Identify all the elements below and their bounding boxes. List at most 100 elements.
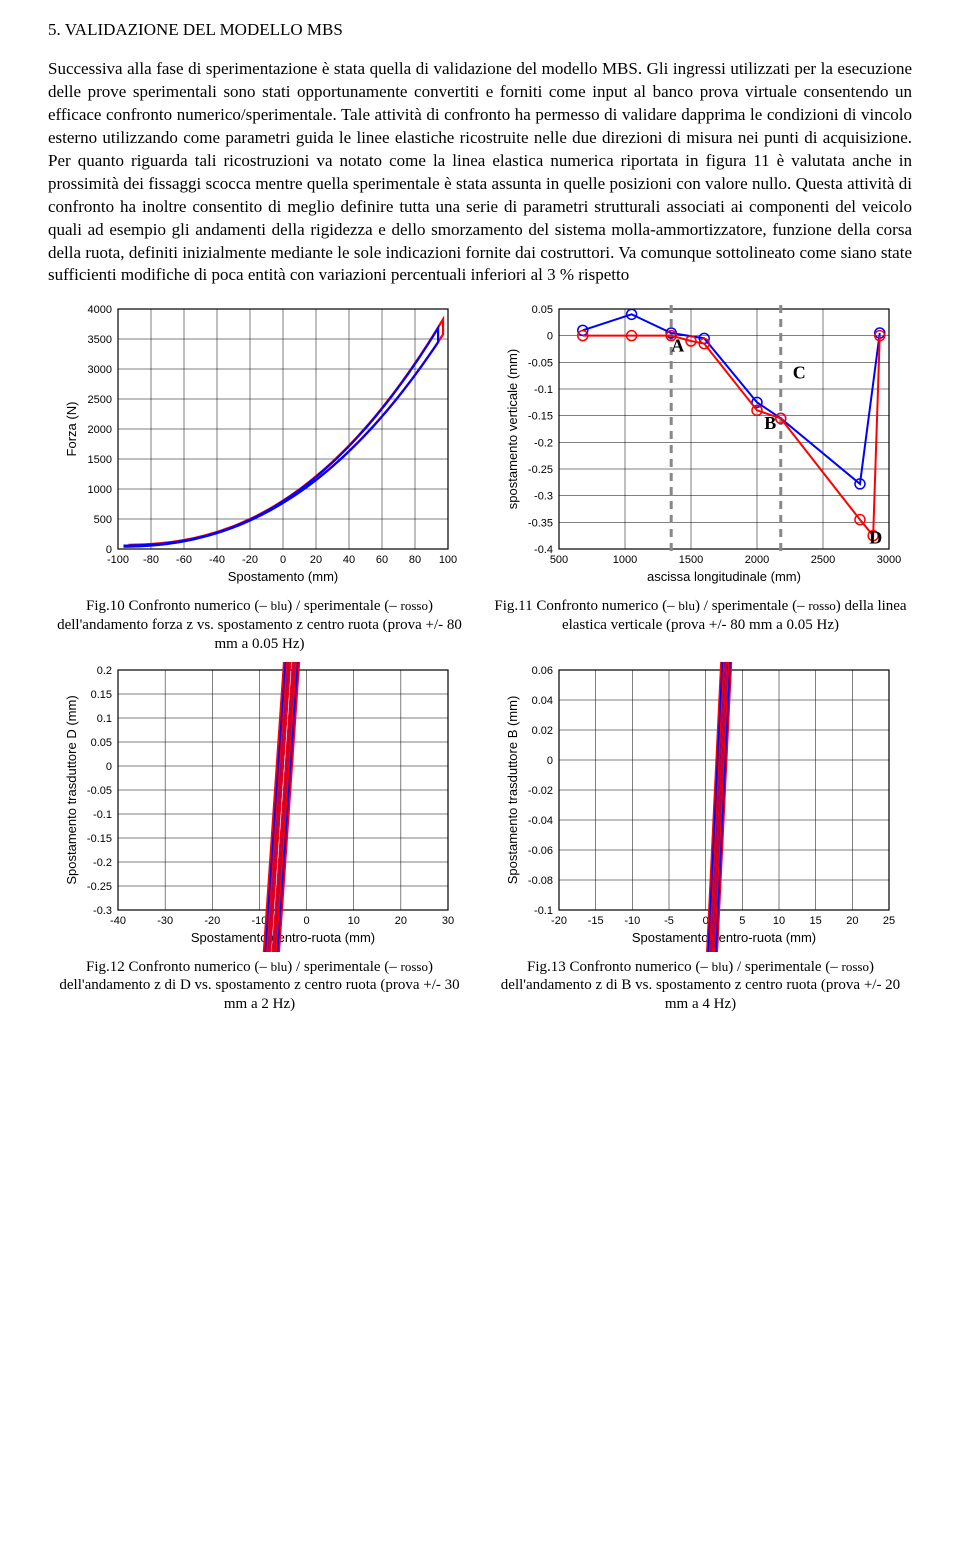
svg-text:-40: -40 [110,915,126,927]
svg-text:0: 0 [105,544,111,556]
svg-text:5: 5 [739,915,745,927]
svg-text:-0.15: -0.15 [86,833,111,845]
svg-text:Forza (N): Forza (N) [64,402,79,457]
svg-text:500: 500 [93,514,111,526]
svg-text:-0.25: -0.25 [527,464,552,476]
svg-text:-0.1: -0.1 [534,905,553,917]
svg-text:0.06: 0.06 [531,665,552,677]
svg-text:Spostamento trasduttore D (mm): Spostamento trasduttore D (mm) [64,695,79,884]
svg-text:0.15: 0.15 [90,689,111,701]
figure-13-container: -20 -15 -10 -5 0 5 10 15 20 25 -0.1 -0.08 -0.06 -0.04… [489,662,912,1014]
svg-text:30: 30 [441,915,453,927]
svg-text:Spostamento centro-ruota (mm): Spostamento centro-ruota (mm) [631,930,815,945]
svg-text:-0.3: -0.3 [534,491,553,503]
svg-text:1000: 1000 [87,484,111,496]
svg-text:spostamento verticale (mm): spostamento verticale (mm) [505,349,520,509]
svg-text:D: D [869,528,882,548]
svg-text:80: 80 [408,554,420,566]
svg-text:2000: 2000 [744,554,768,566]
figure-12-caption: Fig.12 Confronto numerico (– blu) / sper… [48,958,471,1014]
figure-13-caption: Fig.13 Confronto numerico (– blu) / sper… [489,958,912,1014]
svg-text:-20: -20 [242,554,258,566]
svg-text:-40: -40 [209,554,225,566]
svg-text:20: 20 [309,554,321,566]
svg-text:10: 10 [772,915,784,927]
svg-text:1000: 1000 [612,554,636,566]
svg-text:0.04: 0.04 [531,695,552,707]
body-paragraph: Successiva alla fase di sperimentazione … [48,58,912,287]
svg-text:C: C [792,363,805,383]
figure-11-caption: Fig.11 Confronto numerico (– blu) / sper… [489,597,912,635]
svg-text:Spostamento trasduttore B (mm): Spostamento trasduttore B (mm) [505,695,520,884]
svg-text:0: 0 [303,915,309,927]
figure-11-container: 50010001500200025003000-0.4-0.35-0.3-0.2… [489,301,912,653]
svg-text:Spostamento (mm): Spostamento (mm) [227,569,338,584]
svg-text:A: A [671,336,684,356]
svg-text:0.02: 0.02 [531,725,552,737]
svg-text:1500: 1500 [678,554,702,566]
figure-10-container: -100-80-60-40-20020406080100050010001500… [48,301,471,653]
svg-text:-0.05: -0.05 [86,785,111,797]
figure-row-2: -40-30-20-100102030-0.3-0.25-0.2-0.15-0.… [48,662,912,1014]
svg-text:-0.02: -0.02 [527,785,552,797]
svg-text:0: 0 [105,761,111,773]
svg-text:Spostamento centro-ruota (mm): Spostamento centro-ruota (mm) [190,930,374,945]
svg-text:40: 40 [342,554,354,566]
svg-text:-0.1: -0.1 [93,809,112,821]
svg-text:25: 25 [882,915,894,927]
svg-text:3000: 3000 [87,364,111,376]
svg-text:ascissa longitudinale (mm): ascissa longitudinale (mm) [647,569,801,584]
svg-text:3500: 3500 [87,334,111,346]
svg-text:100: 100 [438,554,456,566]
svg-text:20: 20 [846,915,858,927]
svg-text:-0.25: -0.25 [86,881,111,893]
section-title-text: VALIDAZIONE DEL MODELLO MBS [65,20,343,39]
svg-text:-0.15: -0.15 [527,411,552,423]
svg-text:2000: 2000 [87,424,111,436]
svg-text:-60: -60 [176,554,192,566]
svg-text:-0.08: -0.08 [527,875,552,887]
svg-text:-80: -80 [143,554,159,566]
svg-text:10: 10 [347,915,359,927]
section-number: 5. [48,20,61,39]
svg-text:0.05: 0.05 [90,737,111,749]
svg-text:-20: -20 [204,915,220,927]
svg-text:-0.04: -0.04 [527,815,552,827]
svg-text:-0.3: -0.3 [93,905,112,917]
svg-text:0.05: 0.05 [531,304,552,316]
svg-text:-30: -30 [157,915,173,927]
svg-text:B: B [764,413,776,433]
svg-text:-10: -10 [624,915,640,927]
svg-text:2500: 2500 [87,394,111,406]
figure-12-chart: -40-30-20-100102030-0.3-0.25-0.2-0.15-0.… [60,662,460,952]
svg-text:0.2: 0.2 [96,665,111,677]
figure-10-chart: -100-80-60-40-20020406080100050010001500… [60,301,460,591]
svg-text:1500: 1500 [87,454,111,466]
svg-text:4000: 4000 [87,304,111,316]
svg-text:15: 15 [809,915,821,927]
svg-text:0: 0 [546,331,552,343]
svg-text:-0.35: -0.35 [527,518,552,530]
figure-12-container: -40-30-20-100102030-0.3-0.25-0.2-0.15-0.… [48,662,471,1014]
svg-text:-20: -20 [551,915,567,927]
svg-text:-0.06: -0.06 [527,845,552,857]
figure-13-chart: -20 -15 -10 -5 0 5 10 15 20 25 -0.1 -0.08 -0.06 -0.04… [501,662,901,952]
svg-text:0: 0 [279,554,285,566]
svg-text:2500: 2500 [810,554,834,566]
svg-text:0: 0 [546,755,552,767]
figure-10-caption: Fig.10 Confronto numerico (– blu) / sper… [48,597,471,653]
svg-text:20: 20 [394,915,406,927]
svg-text:3000: 3000 [876,554,900,566]
svg-text:-15: -15 [587,915,603,927]
figure-row-1: -100-80-60-40-20020406080100050010001500… [48,301,912,653]
svg-text:0.1: 0.1 [96,713,111,725]
svg-text:60: 60 [375,554,387,566]
figure-11-chart: 50010001500200025003000-0.4-0.35-0.3-0.2… [501,301,901,591]
svg-text:-5: -5 [664,915,674,927]
svg-text:-0.2: -0.2 [534,438,553,450]
svg-text:-0.1: -0.1 [534,384,553,396]
svg-text:-0.4: -0.4 [534,544,553,556]
svg-text:-0.2: -0.2 [93,857,112,869]
svg-text:-0.05: -0.05 [527,358,552,370]
section-heading: 5. VALIDAZIONE DEL MODELLO MBS [48,20,912,40]
